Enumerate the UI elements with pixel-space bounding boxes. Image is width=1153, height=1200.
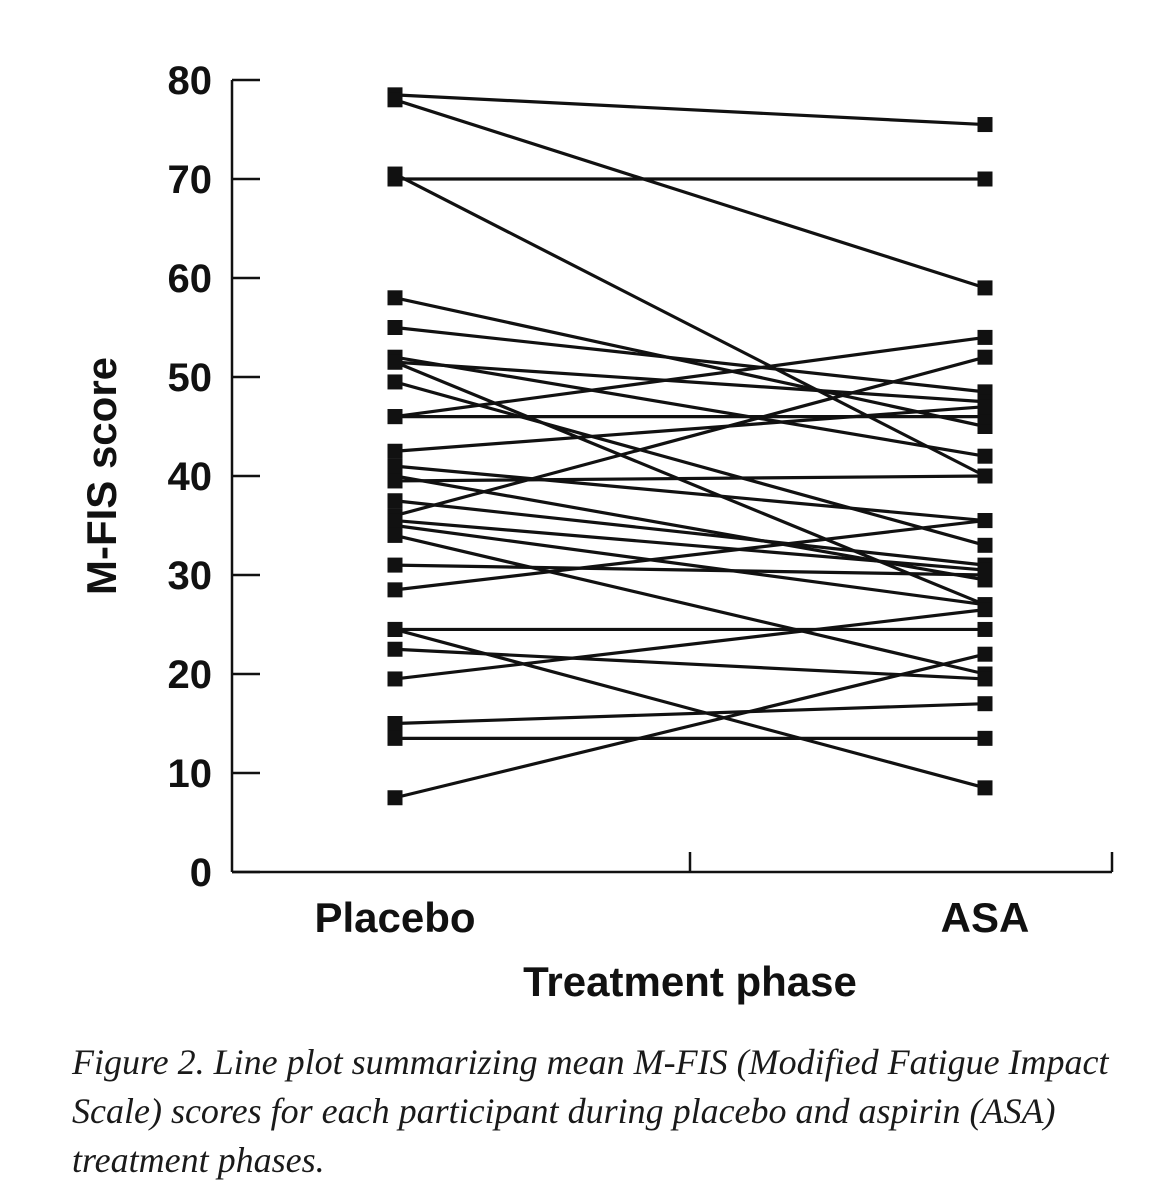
chart: 0 10 20 30 40 50 60 70 80 Placebo ASA Treatment pha… xyxy=(78,59,1114,1005)
series-line xyxy=(394,355,986,518)
series-line xyxy=(394,608,986,681)
series-line xyxy=(394,652,986,800)
y-tick-label: 50 xyxy=(168,356,213,400)
data-point xyxy=(387,716,403,731)
line-plot: 0 10 20 30 40 50 60 70 80 Placebo ASA Treatment pha… xyxy=(78,59,1114,1005)
data-point xyxy=(977,468,993,484)
y-tick-label: 70 xyxy=(168,158,213,202)
x-tick-label: Placebo xyxy=(314,894,475,941)
series-line xyxy=(394,647,986,681)
data-point xyxy=(387,557,403,573)
data-point xyxy=(387,92,403,108)
series-line xyxy=(394,405,986,453)
data-point xyxy=(977,567,993,583)
data-point xyxy=(387,671,403,687)
series-line xyxy=(394,355,986,458)
series-line xyxy=(394,627,986,790)
series-line xyxy=(394,93,986,127)
series-line xyxy=(394,172,986,478)
series-line xyxy=(394,296,986,429)
data-point xyxy=(387,621,403,637)
data-point xyxy=(387,730,403,746)
axes xyxy=(230,78,1114,874)
series-line xyxy=(394,474,986,483)
data-point xyxy=(387,493,403,509)
series-line xyxy=(394,533,986,676)
y-tick-label: 40 xyxy=(168,455,213,499)
series-line xyxy=(394,360,986,607)
x-tick-label: ASA xyxy=(941,894,1030,941)
data-point xyxy=(387,443,403,459)
data-point xyxy=(977,329,993,345)
data-point xyxy=(387,166,403,182)
data-point xyxy=(977,349,993,365)
series-line xyxy=(394,98,986,290)
data-point xyxy=(977,730,993,746)
series-line xyxy=(394,518,986,572)
series-line xyxy=(394,563,986,577)
data-point xyxy=(977,537,993,553)
data-point xyxy=(977,280,993,296)
series-line xyxy=(394,499,986,567)
data-point xyxy=(977,602,993,618)
data-point xyxy=(977,117,993,133)
data-point xyxy=(387,641,403,657)
data-point xyxy=(977,399,993,415)
data-point xyxy=(977,671,993,687)
series-line xyxy=(394,380,986,547)
y-tick-label: 20 xyxy=(168,653,213,697)
series-line xyxy=(394,518,986,592)
data-point xyxy=(387,473,403,489)
data-point xyxy=(387,527,403,543)
data-point xyxy=(387,790,403,806)
data-point xyxy=(387,290,403,306)
series-line xyxy=(394,702,986,726)
data-point xyxy=(387,354,403,370)
data-point xyxy=(977,513,993,529)
data-point xyxy=(977,646,993,662)
y-tick-label: 80 xyxy=(168,59,213,103)
data-point xyxy=(977,621,993,637)
x-axis-title: Treatment phase xyxy=(523,958,857,1005)
series-line xyxy=(394,523,986,607)
data-point xyxy=(977,696,993,712)
y-tick-label: 60 xyxy=(168,257,213,301)
series-line xyxy=(394,360,986,404)
series-lines xyxy=(394,93,986,800)
data-point xyxy=(387,320,403,335)
data-point xyxy=(387,374,403,390)
data-point xyxy=(977,780,993,796)
y-tick-label: 0 xyxy=(190,851,212,895)
data-point xyxy=(977,171,993,187)
series-line xyxy=(394,464,986,523)
data-point xyxy=(387,582,403,598)
y-axis-title: M-FIS score xyxy=(78,357,125,595)
y-tick-label: 10 xyxy=(168,752,213,796)
data-point xyxy=(387,409,403,425)
data-point xyxy=(977,448,993,464)
figure-caption: Figure 2. Line plot summarizing mean M-F… xyxy=(72,1042,1109,1180)
series-line xyxy=(394,335,986,419)
series-line xyxy=(394,325,986,394)
series-markers xyxy=(387,87,993,806)
y-tick-label: 30 xyxy=(168,554,213,598)
axis-labels: 0 10 20 30 40 50 60 70 80 Placebo ASA Treatment pha… xyxy=(78,59,1029,1005)
